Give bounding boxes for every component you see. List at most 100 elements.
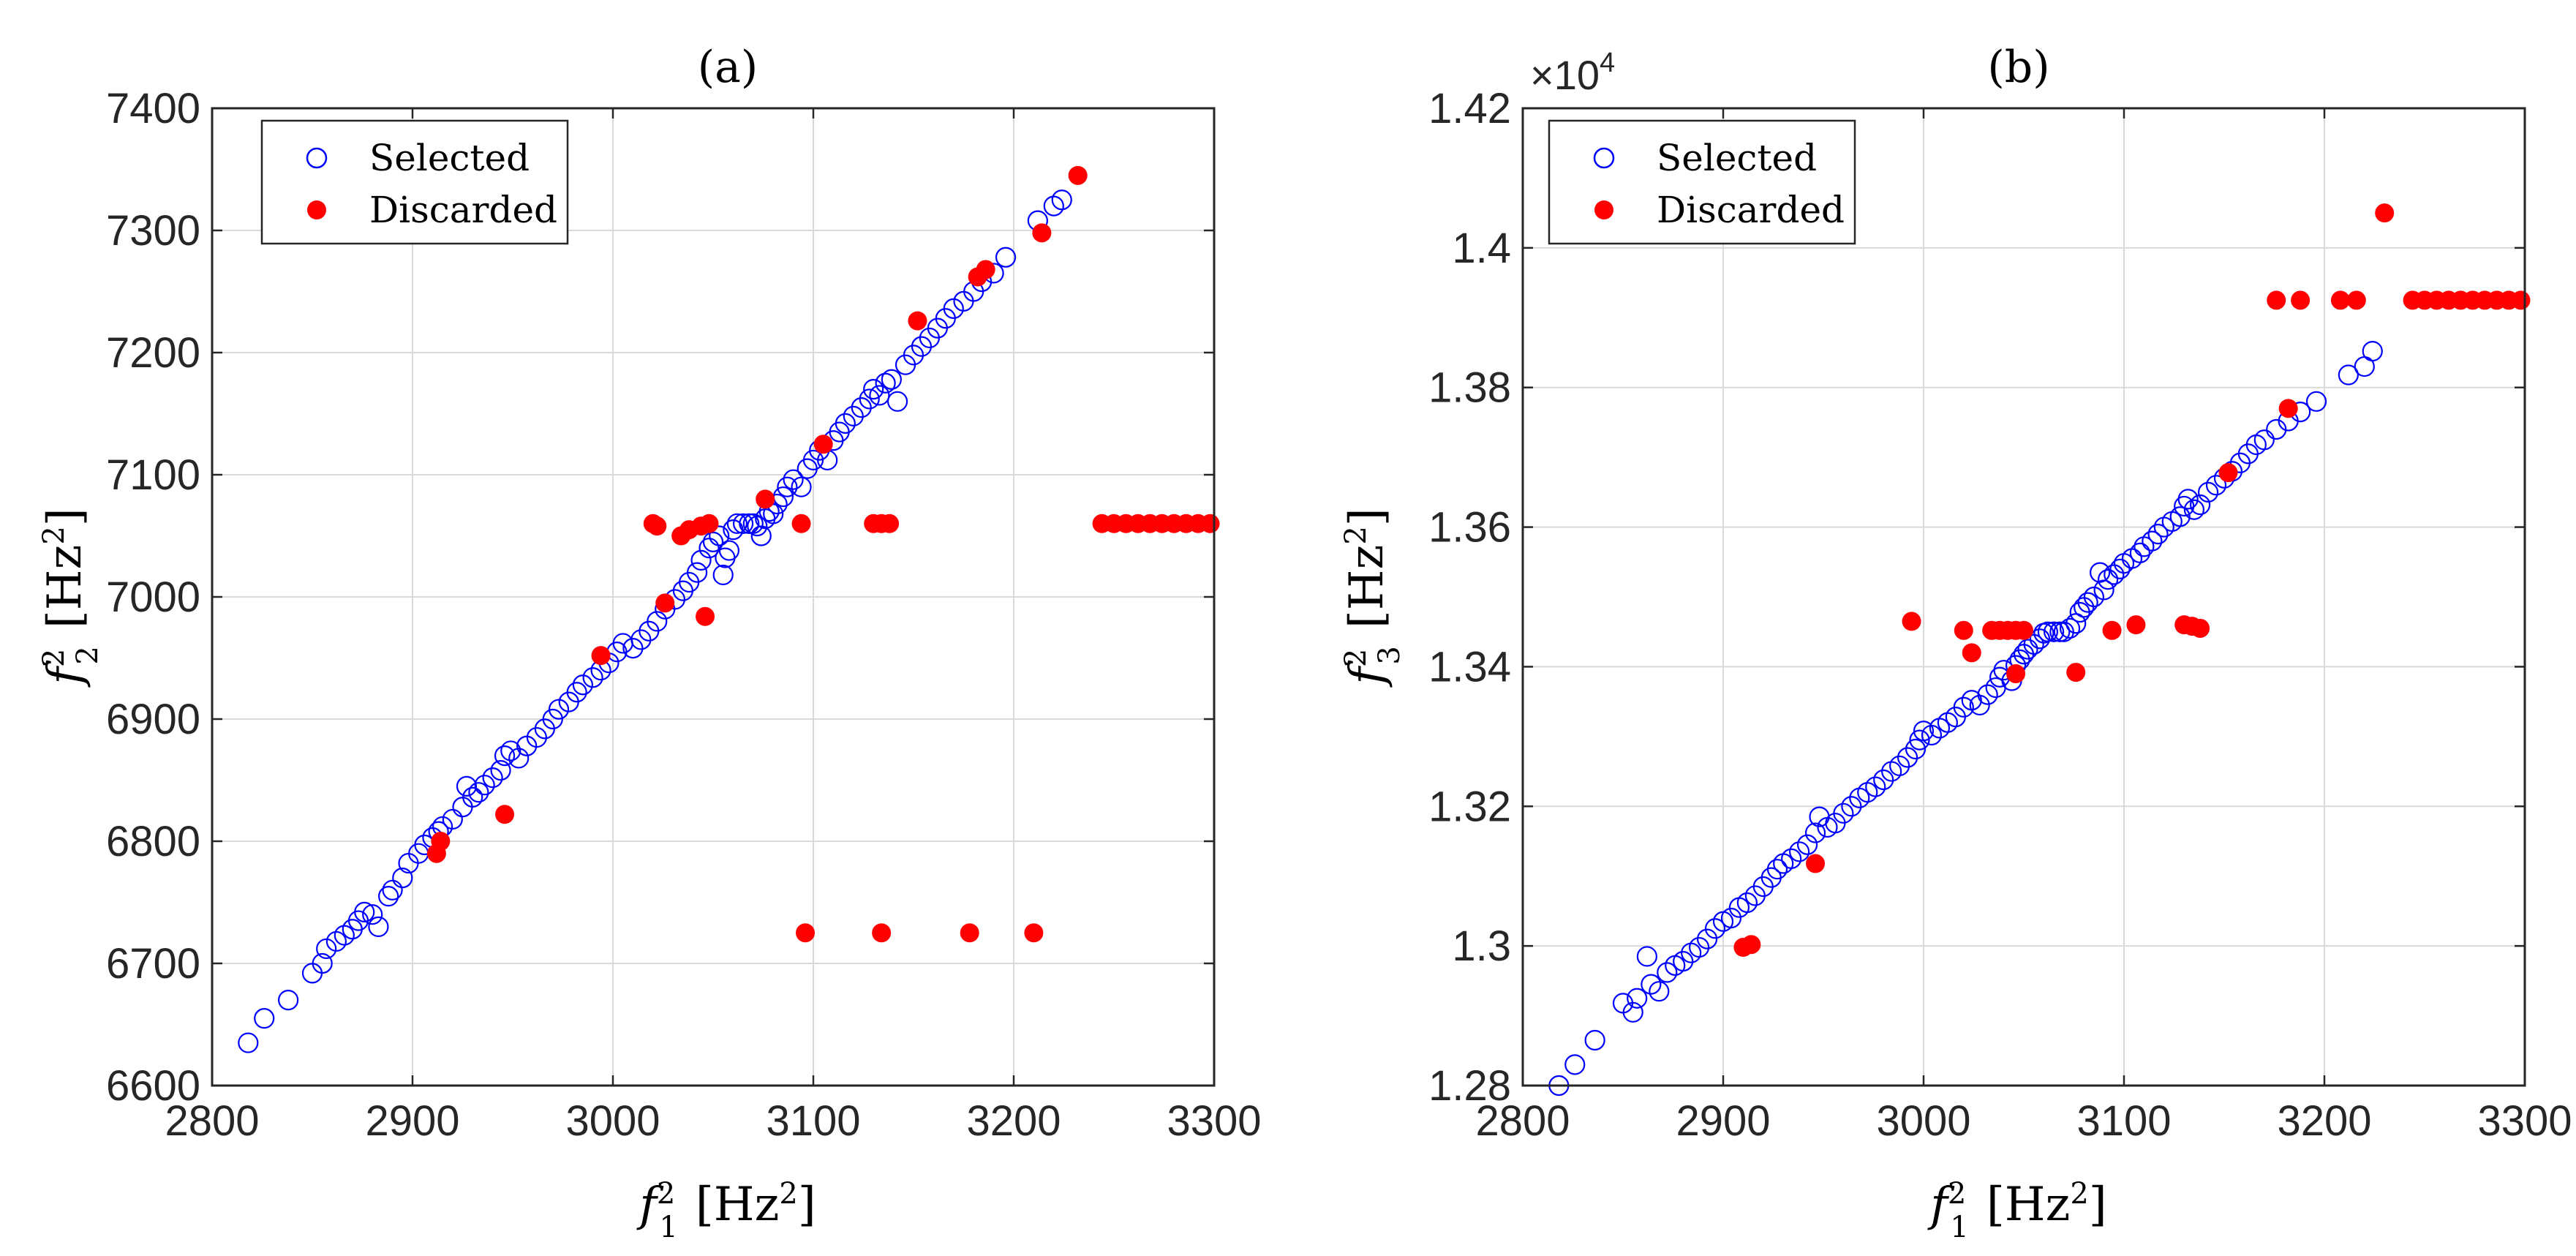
- x-tick-label: 3200: [2277, 1097, 2371, 1145]
- y-tick-label: 6900: [106, 696, 200, 743]
- point-discarded: [791, 514, 811, 533]
- point-selected: [312, 952, 333, 974]
- point-selected: [2147, 524, 2169, 545]
- point-selected: [238, 1032, 259, 1053]
- point-discarded: [2267, 290, 2286, 310]
- point-discarded: [431, 832, 451, 851]
- point-selected: [378, 886, 399, 907]
- point-selected: [709, 525, 730, 546]
- point-discarded: [1741, 935, 1761, 955]
- x-axis-label-unit-close: ]: [798, 1178, 816, 1232]
- point-selected: [742, 513, 764, 534]
- point-selected: [2169, 506, 2191, 527]
- y-tick-label: 1.28: [1428, 1062, 1511, 1110]
- point-discarded: [2102, 620, 2122, 640]
- point-selected: [843, 405, 864, 426]
- point-selected: [630, 629, 652, 650]
- point-selected: [2049, 621, 2071, 642]
- x-tick-label: 3300: [1167, 1097, 1261, 1145]
- point-selected: [494, 745, 516, 767]
- point-selected: [1796, 834, 1818, 855]
- y-tick-label: 1.32: [1428, 783, 1511, 830]
- y-axis-label-unit-sup: 2: [1339, 526, 1373, 544]
- point-selected: [526, 726, 547, 748]
- y-tick-label: 6600: [106, 1062, 200, 1110]
- axes-box: [1521, 107, 2526, 1087]
- point-selected: [1969, 694, 1990, 716]
- point-selected: [698, 538, 720, 559]
- point-selected: [2059, 617, 2081, 639]
- point-discarded: [1200, 514, 1220, 533]
- point-selected: [886, 391, 908, 412]
- x-tick-label: 2900: [1676, 1097, 1770, 1145]
- point-selected: [2129, 542, 2151, 563]
- x-tick-label: 2800: [1475, 1097, 1570, 1145]
- y-axis-label-unit: [Hz: [1340, 545, 1394, 629]
- point-selected: [2183, 499, 2204, 520]
- point-selected: [869, 385, 890, 406]
- point-selected: [2253, 429, 2275, 451]
- y-tick-label: 1.42: [1428, 85, 1511, 132]
- point-selected: [712, 564, 734, 586]
- point-selected: [382, 879, 403, 900]
- point-selected: [1641, 974, 1662, 995]
- x-axis-label-sup: 2: [1948, 1177, 1966, 1211]
- legend: Selected Discarded: [1548, 119, 1856, 245]
- panel-a: 2800 2900 3000 3100 3200 3300 6600 6700 6800 6900…: [37, 42, 1262, 1244]
- point-selected: [2305, 391, 2327, 412]
- point-selected: [881, 369, 902, 390]
- point-selected: [777, 476, 798, 497]
- y-tick-label: 6800: [106, 818, 200, 865]
- point-discarded: [655, 593, 675, 613]
- point-selected: [2017, 639, 2038, 660]
- point-selected: [802, 449, 824, 471]
- point-selected: [1889, 755, 1910, 777]
- point-selected: [1689, 936, 1710, 958]
- point-discarded: [2330, 290, 2350, 310]
- x-axis-label: f2 1 [Hz2]: [1927, 1177, 2107, 1244]
- y-axis-label-unit-close: ]: [38, 508, 92, 526]
- point-selected: [732, 513, 754, 534]
- point-selected: [2205, 475, 2227, 496]
- x-axis-label-unit: [Hz: [696, 1178, 780, 1232]
- plot-area: [238, 165, 1220, 1053]
- point-selected: [1043, 195, 1064, 217]
- x-axis-label-sub: 1: [1950, 1211, 1968, 1244]
- y-axis-label-unit-sup: 2: [37, 526, 71, 544]
- legend: Selected Discarded: [260, 119, 569, 245]
- point-selected: [1953, 696, 1974, 718]
- point-selected: [2338, 364, 2359, 386]
- point-selected: [474, 775, 495, 796]
- tick-labels: 2800 2900 3000 3100 3200 3300 6600 6700 6800 6900…: [106, 85, 1262, 1145]
- point-selected: [1649, 981, 1670, 1002]
- axis-exponent-base: ×10: [1530, 52, 1600, 98]
- point-selected: [1921, 724, 1943, 746]
- point-selected: [442, 808, 463, 830]
- point-selected: [500, 740, 521, 762]
- point-selected: [863, 378, 884, 400]
- point-selected: [508, 748, 530, 769]
- point-discarded: [1902, 612, 1921, 631]
- point-selected: [835, 413, 856, 434]
- point-discarded: [908, 311, 927, 331]
- point-selected: [622, 638, 644, 659]
- point-discarded: [1806, 854, 1826, 873]
- x-axis-label: f2 1 [Hz2]: [636, 1177, 816, 1244]
- legend-marker-discarded: [307, 200, 326, 219]
- y-tick-label: 1.3: [1452, 922, 1511, 970]
- point-selected: [1704, 918, 1726, 939]
- panel-b: 2800 2900 3000 3100 3200 3300 1.28 1.3 1.32 1.34 1…: [1339, 42, 2572, 1244]
- x-tick-label: 3000: [1876, 1097, 1970, 1145]
- point-discarded: [2511, 290, 2531, 310]
- point-selected: [903, 345, 924, 366]
- point-selected: [2029, 628, 2051, 650]
- legend-label-discarded: Discarded: [1657, 189, 1845, 231]
- point-selected: [2109, 558, 2131, 579]
- plot-area: [1548, 203, 2531, 1097]
- point-discarded: [2191, 618, 2210, 638]
- point-discarded: [2066, 663, 2086, 682]
- x-tick-label: 3200: [966, 1097, 1061, 1145]
- point-selected: [2093, 579, 2114, 601]
- y-tick-label: 6700: [106, 940, 200, 988]
